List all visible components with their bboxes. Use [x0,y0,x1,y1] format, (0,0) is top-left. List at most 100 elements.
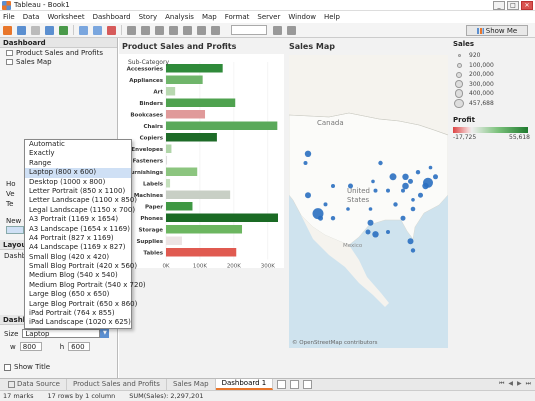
share-icon[interactable] [287,25,296,35]
object-vertical[interactable]: Ve [6,190,15,198]
menu-dashboard[interactable]: Dashboard [92,13,131,21]
minimize-button[interactable]: _ [493,1,505,10]
map-dot[interactable] [408,178,413,184]
map-dot[interactable] [378,160,383,166]
map-dot[interactable] [368,207,373,211]
map-dot[interactable] [331,184,335,188]
new-dashboard-tab-icon[interactable] [290,380,300,389]
size-option[interactable]: Letter Landscape (1100 x 850) [29,196,138,205]
bar-storage[interactable] [166,225,243,234]
new-worksheet-icon[interactable] [79,25,88,35]
bar-phones[interactable] [166,213,278,223]
size-option[interactable]: iPad Portrait (764 x 855) [29,309,115,318]
menu-worksheet[interactable]: Worksheet [47,13,85,21]
menu-data[interactable]: Data [22,13,40,21]
map-dot[interactable] [330,216,336,221]
menu-file[interactable]: File [3,13,15,21]
tab-data-source[interactable]: Data Source [2,379,67,390]
size-dropdown-menu[interactable]: Automatic Exactly Range Laptop (800 x 600) D… [24,139,146,329]
size-option[interactable]: Legal Landscape (1150 x 700) [29,205,136,214]
map-dot[interactable] [348,183,353,189]
map-dot[interactable] [318,215,323,221]
size-option[interactable]: Automatic [29,140,65,148]
sheet-item-product-sales[interactable]: Product Sales and Profits [0,48,117,57]
presentation-icon[interactable] [273,25,282,35]
profit-color-ramp[interactable] [453,127,528,133]
tab-sales-map[interactable]: Sales Map [167,379,216,390]
size-option[interactable]: Medium Blog (540 x 540) [29,271,118,280]
duplicate-icon[interactable] [93,25,102,35]
size-option[interactable]: Exactly [29,149,55,158]
bar-labels[interactable] [166,179,171,188]
show-me-button[interactable]: Show Me [466,25,528,36]
bar-fasteners[interactable] [166,156,168,165]
map-dot[interactable] [410,248,416,253]
map-dot[interactable] [402,173,409,180]
menu-help[interactable]: Help [323,13,340,21]
size-option[interactable]: Range [29,158,52,167]
map-dot[interactable] [304,150,312,157]
map-dot[interactable] [418,192,423,198]
map-dot[interactable] [415,170,421,175]
maximize-button[interactable]: □ [507,1,519,10]
map-dot[interactable] [367,219,374,226]
sheet-item-sales-map[interactable]: Sales Map [0,57,117,66]
map-dot[interactable] [410,206,416,212]
tab-product-sales[interactable]: Product Sales and Profits [67,379,167,390]
size-option[interactable]: Letter Portrait (850 x 1100) [29,186,126,195]
bar-art[interactable] [166,87,176,96]
menu-map[interactable]: Map [201,13,217,21]
map-dot[interactable] [393,202,398,207]
bar-chairs[interactable] [166,121,278,131]
map-dot[interactable] [389,173,397,181]
width-input[interactable]: 800 [19,342,42,351]
menu-server[interactable]: Server [257,13,281,21]
tab-dashboard-1[interactable]: Dashboard 1 [215,379,274,390]
map-dot[interactable] [407,238,414,245]
menu-story[interactable]: Story [138,13,158,21]
menu-format[interactable]: Format [224,13,250,21]
new-data-source-icon[interactable] [59,25,68,35]
map-dot[interactable] [303,161,308,165]
chevron-down-icon[interactable]: ▼ [100,329,110,338]
sales-size-legend[interactable]: 920 100,000 200,000 300,000 400,000 457,688 [453,51,535,108]
forward-icon[interactable] [31,25,40,35]
map-dot[interactable] [402,182,409,190]
size-option[interactable]: A3 Landscape (1654 x 1169) [29,224,130,233]
map-dot[interactable] [371,179,375,184]
size-option[interactable]: A4 Landscape (1169 x 827) [29,243,126,252]
map-dot[interactable] [423,177,433,188]
bar-machines[interactable] [166,190,231,200]
sort-ascending-icon[interactable] [141,25,150,35]
highlight-icon[interactable] [169,25,178,35]
height-input[interactable]: 600 [68,342,91,351]
save-icon[interactable] [45,25,54,35]
tableau-icon[interactable] [3,25,12,35]
bar-envelopes[interactable] [166,144,172,154]
size-option[interactable]: Large Blog (650 x 650) [29,290,110,299]
bar-paper[interactable] [166,202,193,211]
menu-window[interactable]: Window [288,13,316,21]
sort-descending-icon[interactable] [155,25,164,35]
map-dot[interactable] [401,188,405,193]
size-option[interactable]: Desktop (1000 x 800) [29,177,106,186]
next-tab-icon[interactable]: ▶ [516,380,522,387]
map-dot[interactable] [372,231,379,238]
map-dot[interactable] [365,229,371,235]
bar-furnishings[interactable] [166,167,198,177]
size-option[interactable]: iPad Landscape (1020 x 625) [29,318,131,327]
fit-dropdown[interactable] [231,25,267,35]
map-dot[interactable] [373,188,378,193]
label-icon[interactable] [197,25,206,35]
close-button[interactable]: ✕ [521,1,533,10]
map-dot[interactable] [346,207,350,211]
menu-analysis[interactable]: Analysis [165,13,194,21]
size-option[interactable]: Small Blog Portrait (420 x 560) [29,262,138,271]
object-text[interactable]: Te [6,200,14,208]
map-dot[interactable] [323,202,328,207]
bar-copiers[interactable] [166,133,217,142]
size-option[interactable]: Large Blog Portrait (650 x 860) [29,299,138,308]
bar-tables[interactable] [166,248,237,257]
clear-icon[interactable] [107,25,116,35]
new-story-tab-icon[interactable] [303,380,313,389]
